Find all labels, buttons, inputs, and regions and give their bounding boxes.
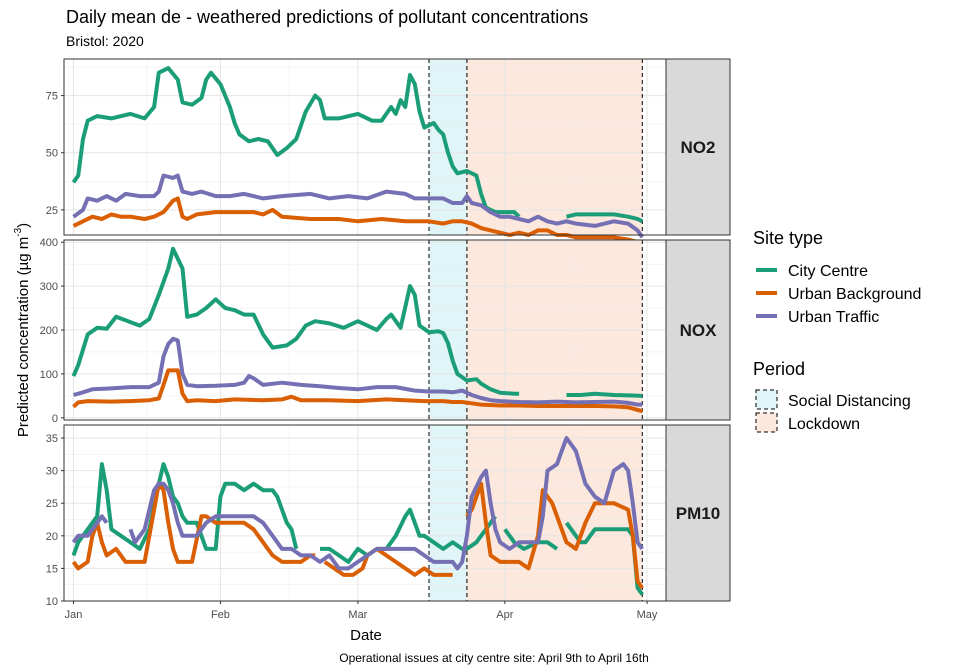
facet-panels: 25 50 75 NO2 0 100 200 300 400 NOX 10 15 20 25 30 35 PM1… bbox=[40, 58, 731, 608]
x-tick-label: Apr bbox=[496, 609, 513, 621]
facet-strip-label: PM10 bbox=[676, 504, 720, 523]
x-tick-label: Feb bbox=[211, 609, 230, 621]
x-tick-label: Jan bbox=[65, 609, 83, 621]
panel-pm10: 10 15 20 25 30 35 PM10 bbox=[46, 424, 731, 608]
legend-label: Urban Background bbox=[788, 286, 921, 303]
y-tick-label: 10 bbox=[46, 596, 58, 608]
x-axis: Jan Feb Mar Apr May bbox=[65, 601, 658, 621]
y-tick-label: 0 bbox=[52, 413, 58, 425]
legend-swatch-social-distancing bbox=[755, 389, 778, 410]
facet-strip bbox=[665, 58, 731, 236]
chart-caption: Operational issues at city centre site: … bbox=[339, 651, 649, 665]
panel-nox: 0 100 200 300 400 NOX bbox=[40, 237, 731, 425]
facet-strip bbox=[665, 239, 731, 421]
y-tick-label: 100 bbox=[40, 369, 58, 381]
legend-label: Lockdown bbox=[788, 416, 860, 433]
series-line-urban-background bbox=[72, 196, 644, 248]
x-tick-label: May bbox=[637, 609, 658, 621]
series-line-city-centre bbox=[71, 66, 521, 219]
legend-site-title: Site type bbox=[753, 228, 823, 248]
series-line-city-centre bbox=[503, 528, 559, 551]
x-tick-label: Mar bbox=[348, 609, 367, 621]
x-axis-title: Date bbox=[350, 627, 382, 644]
y-tick-label: 400 bbox=[40, 237, 58, 249]
y-axis-title-main: Predicted concentration (µg m bbox=[15, 237, 32, 437]
y-axis-title: Predicted concentration (µg m-3) bbox=[13, 223, 32, 437]
legend-swatch-lockdown bbox=[755, 412, 778, 433]
legend-label: Urban Traffic bbox=[788, 309, 879, 326]
y-tick-label: 200 bbox=[40, 325, 58, 337]
chart-subtitle: Bristol: 2020 bbox=[66, 33, 144, 49]
series-line-urban-background bbox=[323, 546, 453, 577]
y-tick-label: 300 bbox=[40, 281, 58, 293]
period-band-lockdown bbox=[466, 59, 643, 235]
series-line-city-centre bbox=[566, 212, 644, 224]
series-line-urban-background bbox=[465, 481, 644, 590]
series-line-city-centre bbox=[71, 462, 299, 557]
legend-label: City Centre bbox=[788, 263, 868, 280]
series-line-city-centre bbox=[566, 391, 643, 398]
series-line-urban-traffic bbox=[71, 514, 109, 544]
y-axis-title-superscript: -3 bbox=[13, 227, 24, 236]
panel-no2: 25 50 75 NO2 bbox=[46, 58, 731, 248]
chart-title: Daily mean de - weathered predictions of… bbox=[66, 7, 588, 27]
y-tick-label: 50 bbox=[46, 148, 58, 160]
series-line-city-centre bbox=[71, 246, 520, 396]
facet-strip-label: NOX bbox=[680, 321, 718, 340]
series-line-city-centre bbox=[320, 507, 498, 564]
legend-period-title: Period bbox=[753, 359, 805, 379]
y-tick-label: 25 bbox=[46, 498, 58, 510]
y-tick-label: 35 bbox=[46, 433, 58, 445]
y-tick-label: 30 bbox=[46, 466, 58, 478]
facet-strip-label: NO2 bbox=[681, 138, 716, 157]
legend-label: Social Distancing bbox=[788, 393, 911, 410]
series-line-urban-traffic bbox=[128, 436, 644, 571]
series-line-urban-traffic bbox=[72, 173, 644, 239]
y-tick-label: 25 bbox=[46, 205, 58, 217]
y-tick-label: 20 bbox=[46, 531, 58, 543]
legend: Site type Period City Centre Urban Backgr… bbox=[753, 228, 921, 433]
series-line-urban-background bbox=[72, 368, 643, 414]
series-line-urban-traffic bbox=[72, 336, 643, 407]
y-tick-label: 75 bbox=[46, 91, 58, 103]
series-line-urban-background bbox=[71, 481, 316, 571]
y-axis-title-suffix: ) bbox=[15, 223, 32, 228]
facet-strip bbox=[665, 424, 731, 602]
y-tick-label: 15 bbox=[46, 563, 58, 575]
